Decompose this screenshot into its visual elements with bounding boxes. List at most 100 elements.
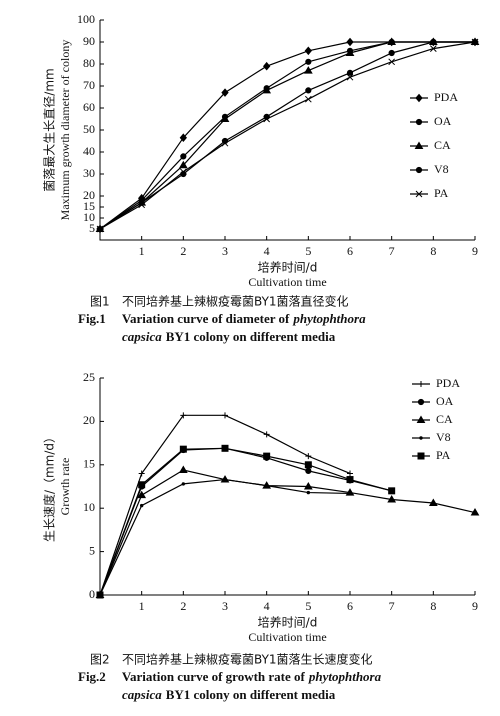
caption-species: capsica <box>122 329 162 344</box>
y-axis-label-cn: 生长速度/（mm/d） <box>42 431 57 542</box>
marker <box>346 476 354 484</box>
series-line <box>99 469 476 596</box>
y-tick-label: 40 <box>83 144 95 158</box>
x-tick-label: 4 <box>264 244 270 258</box>
marker <box>415 118 423 126</box>
caption-text: BY1 colony on different media <box>166 329 336 344</box>
marker <box>179 168 187 176</box>
marker <box>303 482 313 490</box>
marker <box>222 412 228 419</box>
marker <box>137 490 147 499</box>
y-tick-label: 70 <box>83 78 95 92</box>
x-tick-label: 6 <box>347 599 353 613</box>
marker <box>347 470 353 477</box>
marker <box>414 141 424 149</box>
caption-cn-num: 图1 <box>90 295 110 309</box>
marker <box>303 66 313 74</box>
x-tick-label: 8 <box>430 244 436 258</box>
caption-species: capsica <box>122 687 162 702</box>
marker <box>138 481 146 489</box>
legend-label: PDA <box>436 376 460 390</box>
y-tick-label: 30 <box>83 166 95 180</box>
x-tick-label: 3 <box>222 244 228 258</box>
marker <box>304 461 312 469</box>
marker <box>346 69 354 76</box>
series-line <box>99 41 475 230</box>
series-line <box>99 447 392 596</box>
series-line <box>99 41 475 230</box>
marker <box>348 491 352 496</box>
caption-text: Variation curve of growth rate of <box>122 669 306 684</box>
y-tick-label: 90 <box>83 34 95 48</box>
marker <box>388 58 396 66</box>
legend-label: V8 <box>434 162 449 176</box>
marker <box>415 166 423 174</box>
marker <box>429 45 437 52</box>
marker <box>306 490 311 495</box>
marker <box>428 498 438 506</box>
caption-en: capsica BY1 colony on different media <box>122 329 336 344</box>
marker <box>262 85 272 94</box>
y-axis-label-cn: 菌落最大生长直径/mm <box>43 68 57 191</box>
marker <box>305 87 312 94</box>
caption-cn-num: 图2 <box>90 653 110 667</box>
marker <box>221 88 229 97</box>
legend-label: PDA <box>434 90 458 104</box>
marker <box>388 487 396 495</box>
marker <box>221 444 229 452</box>
marker <box>417 398 425 406</box>
x-axis-label-cn: 培养时间/d <box>258 615 318 630</box>
marker <box>139 503 144 508</box>
y-tick-label: 0 <box>89 587 95 601</box>
marker <box>220 114 230 122</box>
x-tick-label: 2 <box>180 599 186 613</box>
caption-fig: Fig.1 <box>78 311 106 326</box>
x-tick-label: 1 <box>139 244 145 258</box>
x-tick-label: 1 <box>139 599 145 613</box>
marker <box>415 190 423 198</box>
marker <box>387 37 397 45</box>
marker <box>96 225 104 233</box>
legend-label: PA <box>434 186 449 200</box>
marker <box>305 453 312 460</box>
y-tick-label: 10 <box>83 500 95 514</box>
y-tick-label: 50 <box>83 122 95 136</box>
y-tick-label: 15 <box>83 457 95 471</box>
legend-label: CA <box>434 138 451 152</box>
y-axis-label-en: Growth rate <box>58 458 72 516</box>
x-tick-label: 5 <box>305 244 311 258</box>
x-axis-label-cn: 培养时间/d <box>258 260 318 275</box>
marker <box>263 431 270 438</box>
marker <box>221 139 229 147</box>
marker <box>179 445 187 453</box>
x-axis-label-en: Cultivation time <box>248 275 326 289</box>
series-line <box>99 41 476 230</box>
marker <box>470 508 480 516</box>
marker <box>178 160 188 169</box>
caption-en: Fig.1 Variation curve of diameter of phyto… <box>78 311 366 326</box>
y-tick-label: 20 <box>83 188 95 202</box>
marker <box>417 452 425 460</box>
caption-fig: Fig.2 <box>78 669 106 684</box>
marker <box>263 61 271 71</box>
x-tick-label: 4 <box>264 599 270 613</box>
marker <box>305 58 312 65</box>
legend-label: OA <box>436 394 454 408</box>
y-tick-label: 20 <box>83 413 95 427</box>
y-tick-label: 10 <box>83 210 95 224</box>
marker <box>180 153 187 160</box>
marker <box>179 133 187 142</box>
marker <box>415 93 423 103</box>
marker <box>264 483 269 488</box>
caption-species: phytophthora <box>292 311 366 326</box>
marker <box>471 38 479 46</box>
y-tick-label: 15 <box>83 199 95 213</box>
marker <box>305 467 312 474</box>
marker <box>387 495 397 503</box>
caption-cn: 不同培养基上辣椒疫霉菌BY1菌落直径变化 <box>122 294 349 309</box>
x-tick-label: 9 <box>472 244 478 258</box>
marker <box>418 381 424 387</box>
caption-en: Fig.2 Variation curve of growth rate of ph… <box>78 669 382 684</box>
caption-text: BY1 colony on different media <box>166 687 336 702</box>
series-line <box>99 41 475 230</box>
